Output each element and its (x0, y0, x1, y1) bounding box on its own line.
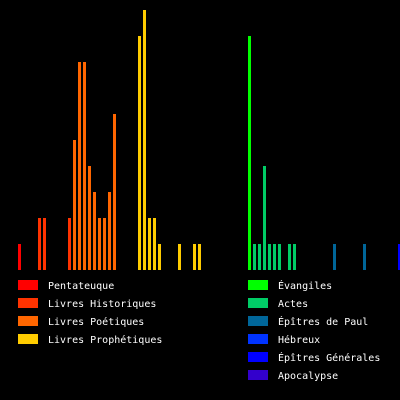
bar (38, 218, 41, 270)
bar (68, 218, 71, 270)
legend-label: Livres Poétiques (48, 316, 144, 328)
legend-swatch (248, 352, 268, 362)
bar (43, 218, 46, 270)
legend-swatch (18, 316, 38, 326)
legend-label: Livres Prophétiques (48, 334, 162, 346)
bar (258, 244, 261, 270)
bar (78, 62, 81, 270)
legend-swatch (18, 298, 38, 308)
bar (263, 166, 266, 270)
legend-swatch (248, 280, 268, 290)
bar-group-old-testament (18, 10, 201, 270)
bar (93, 192, 96, 270)
legend-label: Épîtres Générales (278, 351, 380, 364)
bar (103, 218, 106, 270)
legend-label: Évangiles (278, 279, 332, 292)
bar (363, 244, 366, 270)
legend-swatch (248, 370, 268, 380)
bar (278, 244, 281, 270)
bar (18, 244, 21, 270)
legend-swatch (248, 334, 268, 344)
legend-old-testament: Pentateuque Livres Historiques Livres Poét… (18, 280, 162, 346)
bar (148, 218, 151, 270)
bar (193, 244, 196, 270)
bar (113, 114, 116, 270)
bar (248, 36, 251, 270)
legend-swatch (18, 334, 38, 344)
legend-label: Apocalypse (278, 371, 338, 382)
legend-label: Livres Historiques (48, 299, 156, 310)
bar (153, 218, 156, 270)
legend-swatch (248, 316, 268, 326)
bar (88, 166, 91, 270)
bar (143, 10, 146, 270)
legend-label: Hébreux (278, 334, 320, 346)
legend-label: Pentateuque (48, 281, 114, 292)
legend-label: Actes (278, 299, 308, 310)
bar (178, 244, 181, 270)
bar (268, 244, 271, 270)
bar (333, 244, 336, 270)
legend-swatch (248, 298, 268, 308)
bar (198, 244, 201, 270)
bar (253, 244, 256, 270)
legend-new-testament: Évangiles Actes Épîtres de Paul Hébreux Épît… (248, 279, 380, 382)
bar (273, 244, 276, 270)
bar (293, 244, 296, 270)
bar (158, 244, 161, 270)
bar (398, 244, 400, 270)
bar (73, 140, 76, 270)
bar (108, 192, 111, 270)
bar (83, 62, 86, 270)
legend-label: Épîtres de Paul (278, 315, 368, 328)
bar-group-new-testament (248, 36, 400, 270)
legend-swatch (18, 280, 38, 290)
bar (138, 36, 141, 270)
bar (98, 218, 101, 270)
bar (288, 244, 291, 270)
